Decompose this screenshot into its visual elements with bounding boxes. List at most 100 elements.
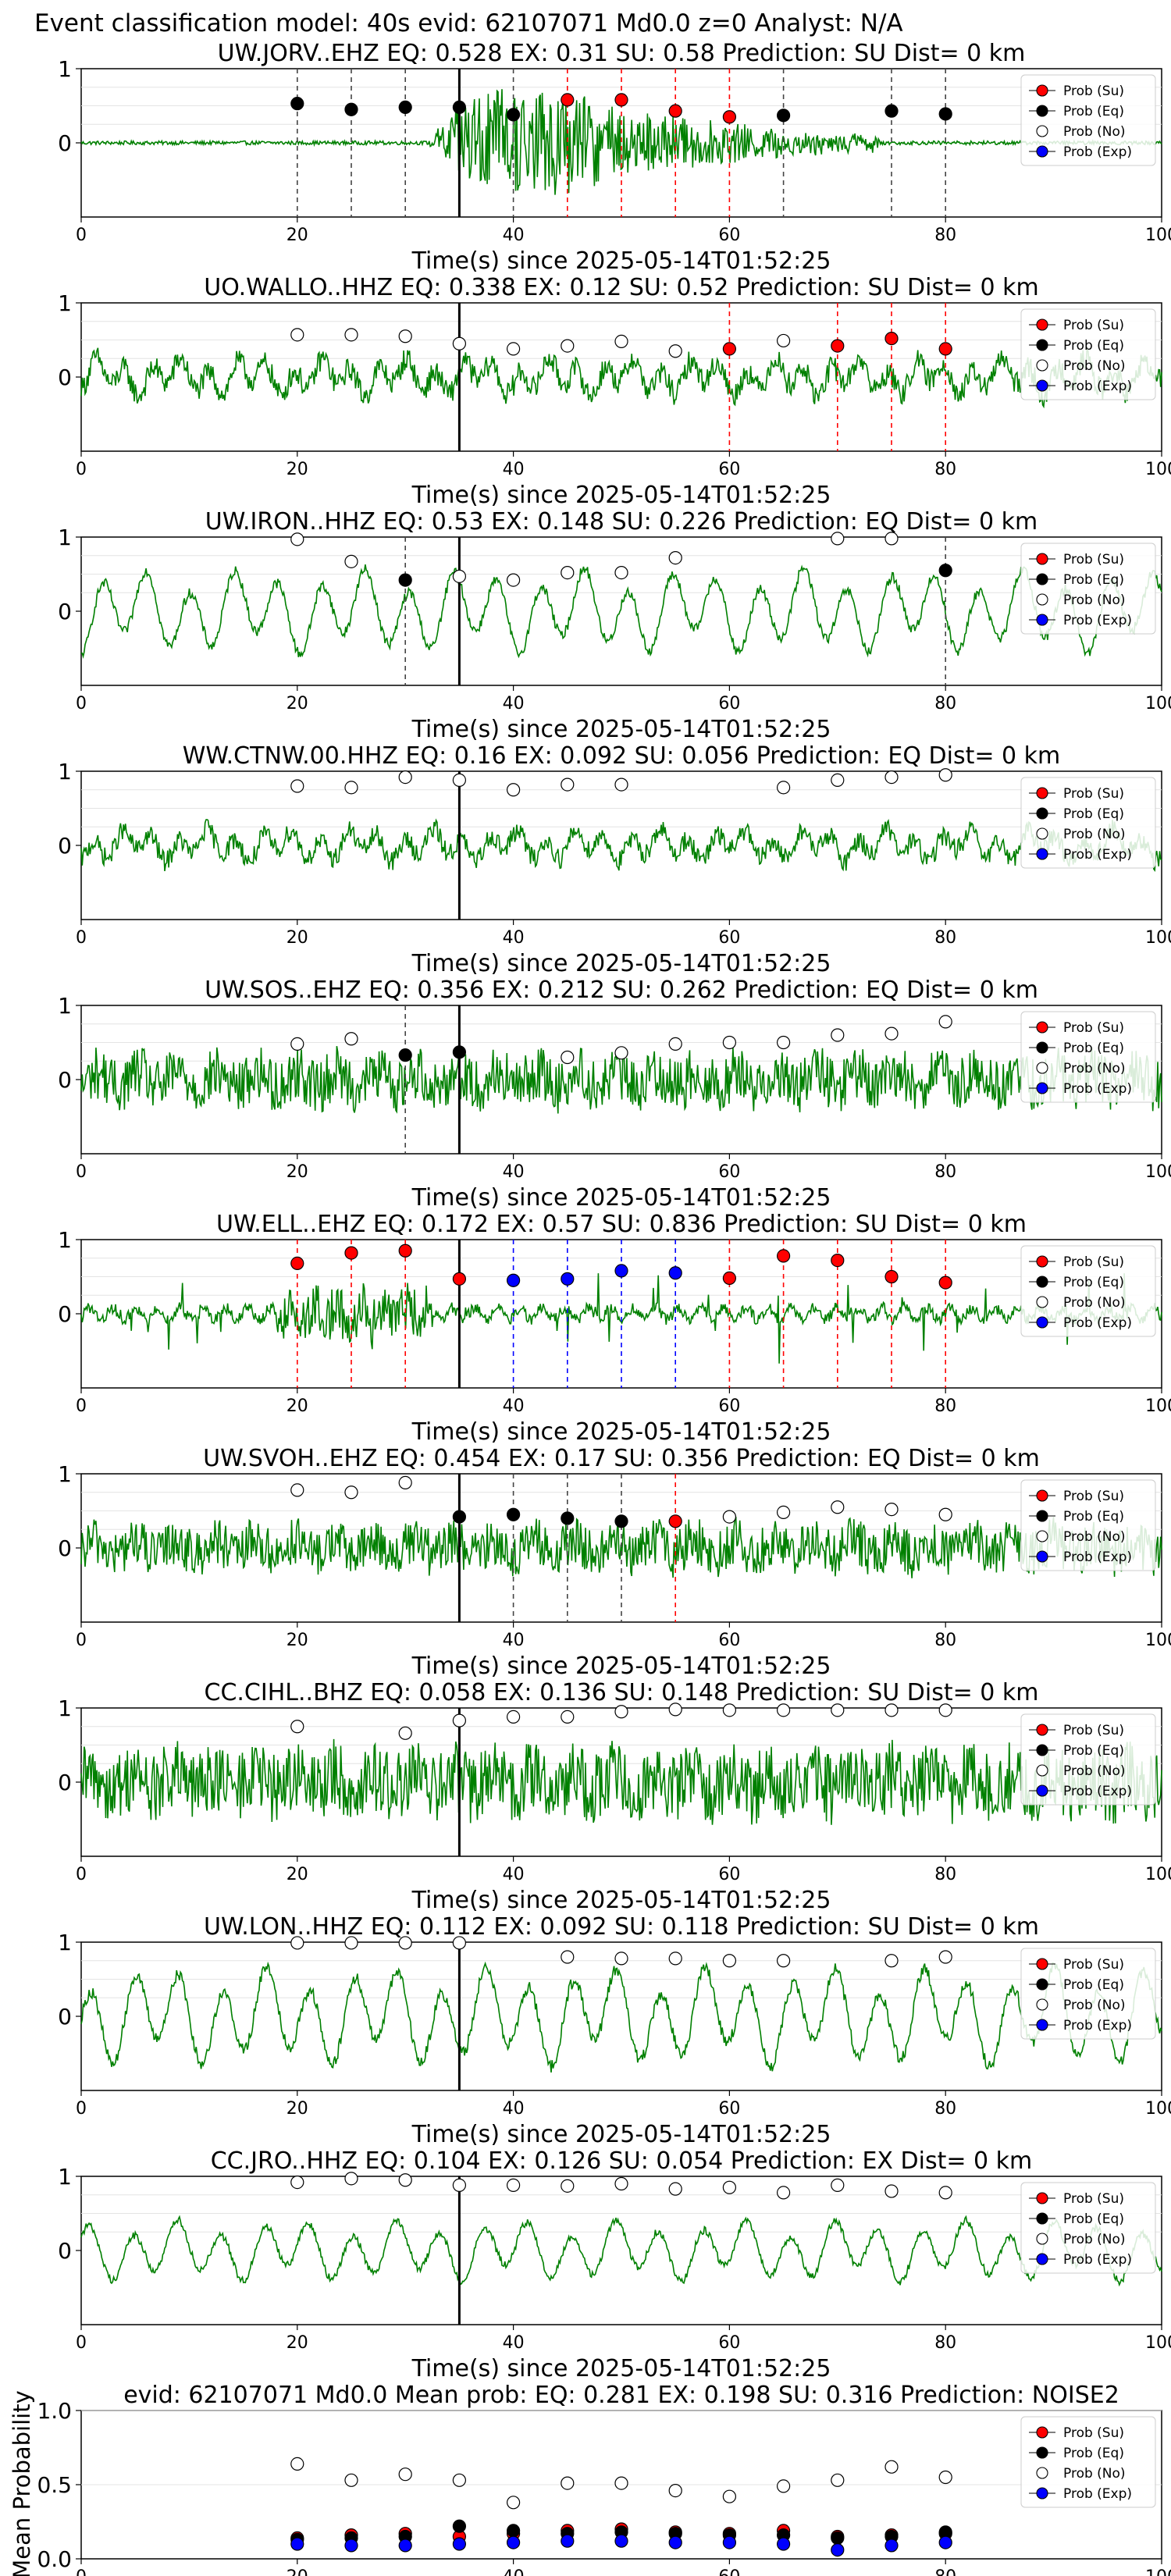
prob-marker-eq [344,102,358,116]
prob-marker-no [506,342,521,356]
legend-label: Prob (Eq) [1063,1275,1124,1290]
prob-marker-no [290,1720,304,1734]
prob-marker-eq [506,1507,521,1521]
prob-marker-no [561,565,575,580]
prob-marker-no [831,2178,845,2192]
x-tick-label: 80 [934,694,956,713]
mean-marker-no [668,2484,682,2498]
y-tick-label: 1 [58,1461,72,1487]
prob-marker-su [561,93,575,107]
prob-marker-no [614,1952,628,1966]
x-tick-label: 80 [934,2567,956,2576]
legend-marker-su [1036,1255,1048,1268]
prob-marker-no [938,1015,952,1029]
legend-marker-no [1036,1530,1048,1542]
x-tick-label: 40 [503,1631,525,1650]
legend-label: Prob (Exp) [1063,2252,1132,2268]
x-tick-label: 40 [503,2099,525,2119]
mean-marker-exp [398,2539,412,2553]
legend-marker-eq [1036,1978,1048,1991]
legend-label: Prob (Exp) [1063,1315,1132,1331]
prob-marker-eq [398,573,412,587]
legend-label: Prob (No) [1063,358,1126,374]
prob-marker-no [398,1936,412,1950]
subplot-uo-wallo--hhz: UO.WALLO..HHZ EQ: 0.338 EX: 0.12 SU: 0.5… [58,274,1171,509]
waveform-trace [80,1273,1162,1364]
subplot-title: UO.WALLO..HHZ EQ: 0.338 EX: 0.12 SU: 0.5… [204,274,1039,301]
x-tick-label: 80 [934,460,956,479]
prob-marker-no [398,770,412,785]
prob-marker-no [884,2184,899,2198]
prob-marker-su [722,342,737,356]
legend-marker-exp [1036,2253,1048,2265]
waveform-trace [80,2215,1162,2287]
prob-marker-eq [614,1514,628,1528]
mean-marker-no [344,2473,358,2487]
prob-marker-no [938,768,952,782]
prob-marker-eq [938,107,952,121]
prob-marker-eq [452,1510,467,1524]
legend-marker-exp [1036,1550,1048,1563]
legend-marker-no [1036,359,1048,372]
prob-marker-no [884,1703,899,1717]
legend-label: Prob (Exp) [1063,2018,1132,2033]
legend-label: Prob (Su) [1063,2191,1124,2207]
x-tick-label: 20 [287,928,308,948]
prob-marker-no [722,2180,737,2194]
y-tick-label: 1 [58,1695,72,1721]
prob-marker-no [776,1505,791,1520]
prob-marker-no [831,1703,845,1717]
legend-marker-su [1036,553,1048,565]
x-axis-label: Time(s) since 2025-05-14T01:52:25 [411,2355,831,2382]
subplot-title: UW.IRON..HHZ EQ: 0.53 EX: 0.148 SU: 0.22… [205,508,1038,535]
legend-marker-no [1036,1764,1048,1777]
legend-label: Prob (Exp) [1063,2486,1132,2502]
prob-marker-no [506,573,521,587]
prob-marker-exp [614,1264,628,1278]
prob-marker-no [561,1950,575,1964]
legend-marker-exp [1036,848,1048,860]
legend-label: Prob (No) [1063,1295,1126,1311]
waveform-trace [80,1045,1162,1114]
legend-label: Prob (Su) [1063,1254,1124,1270]
mean-marker-no [614,2476,628,2490]
prob-marker-no [290,328,304,342]
waveform-trace [80,89,1162,195]
legend-marker-no [1036,2467,1048,2479]
subplot-mean-probability: evid: 62107071 Md0.0 Mean prob: EQ: 0.28… [9,2382,1171,2576]
prob-marker-su [290,1256,304,1271]
legend-label: Prob (Eq) [1063,806,1124,822]
x-tick-label: 0 [76,928,87,948]
prob-marker-su [722,1271,737,1286]
legend-label: Prob (No) [1063,1061,1126,1076]
prob-marker-eq [398,100,412,114]
y-tick-label: 0 [58,1067,72,1093]
legend-marker-no [1036,593,1048,606]
legend-label: Prob (Eq) [1063,2211,1124,2227]
legend-marker-eq [1036,1276,1048,1288]
legend-box [1020,2182,1156,2274]
y-tick-label: 1 [58,759,72,785]
legend-label: Prob (Eq) [1063,1509,1124,1525]
legend-box [1020,543,1156,635]
prob-marker-su [884,1269,899,1284]
legend-marker-no [1036,2233,1048,2245]
subplot-title: evid: 62107071 Md0.0 Mean prob: EQ: 0.28… [123,2382,1119,2409]
legend-label: Prob (No) [1063,124,1126,140]
mean-marker-exp [290,2537,304,2551]
prob-marker-no [722,1703,737,1717]
prob-marker-no [614,2176,628,2191]
subplot-cc-cihl--bhz: CC.CIHL..BHZ EQ: 0.058 EX: 0.136 SU: 0.1… [58,1679,1171,1914]
y-tick-label: 0 [58,1535,72,1561]
prob-marker-no [290,1483,304,1497]
prob-marker-eq [938,564,952,578]
x-tick-label: 60 [718,226,740,245]
x-tick-label: 100 [1145,226,1171,245]
prob-marker-no [668,550,682,565]
legend-marker-exp [1036,1316,1048,1329]
legend-label: Prob (Eq) [1063,104,1124,119]
prob-marker-no [614,777,628,792]
x-tick-label: 100 [1145,1397,1171,1416]
y-tick-label: 0.5 [37,2472,72,2498]
x-tick-label: 0 [76,694,87,713]
